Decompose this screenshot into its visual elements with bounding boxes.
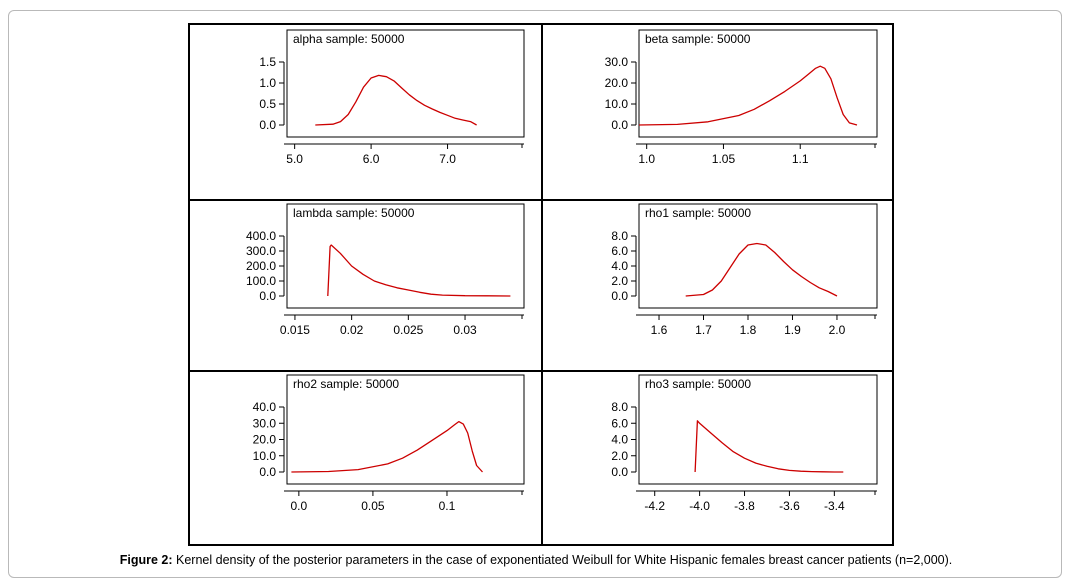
lambda-x-tick-label: 0.025 — [393, 323, 423, 337]
rho2-title: rho2 sample: 50000 — [293, 377, 399, 391]
caption-label: Figure 2: — [119, 553, 173, 567]
alpha-x-tick-label: 7.0 — [439, 152, 456, 166]
rho1-title: rho1 sample: 50000 — [645, 206, 751, 220]
rho3-y-tick-label: 6.0 — [611, 416, 628, 430]
rho1-x-tick-label: 2.0 — [829, 323, 846, 337]
lambda-density-curve — [327, 244, 511, 297]
lambda-y-tick-label: 400.0 — [246, 229, 276, 243]
rho1-y-tick-label: 8.0 — [611, 229, 628, 243]
row-divider-2 — [190, 370, 892, 372]
alpha-plot-box — [286, 29, 525, 138]
rho2-x-tick-label: 0.05 — [361, 499, 385, 513]
rho2-y-tick-label: 0.0 — [259, 465, 276, 479]
lambda-plot-box — [286, 203, 525, 309]
alpha-density-panel: alpha sample: 50000 0.0 0.5 1.0 1.5 5.0 6.0 7.0 — [259, 29, 525, 166]
beta-density-curve — [638, 65, 858, 126]
rho3-x-tick-label: -3.6 — [779, 499, 800, 513]
beta-y-tick-label: 10.0 — [605, 97, 629, 111]
figure-caption: Figure 2: Kernel density of the posterio… — [0, 553, 1072, 567]
rho3-title: rho3 sample: 50000 — [645, 377, 751, 391]
beta-y-tick-label: 0.0 — [611, 118, 628, 132]
rho2-plot-box — [286, 374, 525, 485]
beta-x-tick-label: 1.0 — [638, 152, 655, 166]
rho2-y-tick-label: 20.0 — [253, 433, 277, 447]
caption-text: Kernel density of the posterior paramete… — [176, 553, 953, 567]
rho2-x-tick-label: 0.0 — [291, 499, 308, 513]
lambda-y-tick-label: 300.0 — [246, 244, 276, 258]
rho3-x-tick-label: -4.2 — [644, 499, 665, 513]
beta-density-panel: beta sample: 50000 0.0 10.0 20.0 30.0 1.0 1.05… — [605, 29, 878, 166]
lambda-x-tick-label: 0.015 — [280, 323, 310, 337]
lambda-y-tick-label: 100.0 — [246, 274, 276, 288]
figure-grid — [188, 23, 894, 546]
row-divider-1 — [190, 199, 892, 201]
rho1-density-curve — [685, 242, 838, 297]
lambda-x-tick-label: 0.02 — [340, 323, 364, 337]
alpha-title: alpha sample: 50000 — [293, 32, 405, 46]
rho3-y-tick-label: 0.0 — [611, 465, 628, 479]
rho1-x-tick-label: 1.7 — [695, 323, 712, 337]
alpha-x-tick-label: 5.0 — [286, 152, 303, 166]
rho1-y-tick-label: 4.0 — [611, 259, 628, 273]
beta-x-tick-label: 1.05 — [712, 152, 736, 166]
rho1-x-tick-label: 1.8 — [740, 323, 757, 337]
rho1-y-tick-label: 6.0 — [611, 244, 628, 258]
rho2-density-curve — [291, 420, 483, 473]
beta-x-tick-label: 1.1 — [792, 152, 809, 166]
beta-y-tick-label: 20.0 — [605, 76, 629, 90]
lambda-density-panel: lambda sample: 50000 0.0100.0200.0300.040… — [246, 203, 525, 337]
lambda-y-tick-label: 200.0 — [246, 259, 276, 273]
alpha-y-tick-label: 1.0 — [259, 76, 276, 90]
alpha-x-tick-label: 6.0 — [363, 152, 380, 166]
rho3-y-tick-label: 4.0 — [611, 433, 628, 447]
lambda-y-tick-label: 0.0 — [259, 289, 276, 303]
rho2-density-panel: rho2 sample: 50000 0.0 10.0 20.0 30.0 40.0 0.0… — [253, 374, 525, 513]
figure-border — [8, 10, 1062, 578]
rho2-y-tick-label: 10.0 — [253, 449, 277, 463]
beta-title: beta sample: 50000 — [645, 32, 751, 46]
alpha-density-curve — [315, 74, 477, 126]
rho3-y-tick-label: 8.0 — [611, 400, 628, 414]
rho1-x-tick-label: 1.6 — [651, 323, 668, 337]
rho1-plot-box — [638, 203, 878, 309]
rho3-x-tick-label: -4.0 — [689, 499, 710, 513]
rho2-y-tick-label: 40.0 — [253, 400, 277, 414]
alpha-y-tick-label: 1.5 — [259, 55, 276, 69]
column-divider — [541, 25, 543, 544]
alpha-y-tick-label: 0.0 — [259, 118, 276, 132]
alpha-y-tick-label: 0.5 — [259, 97, 276, 111]
rho2-y-tick-label: 30.0 — [253, 416, 277, 430]
lambda-title: lambda sample: 50000 — [293, 206, 415, 220]
rho3-x-tick-label: -3.4 — [824, 499, 845, 513]
rho3-density-panel: rho3 sample: 50000 0.0 2.0 4.0 6.0 8.0 -4.2 -4.… — [611, 374, 878, 513]
rho3-density-curve — [694, 420, 844, 473]
rho2-x-tick-label: 0.1 — [439, 499, 456, 513]
rho3-y-tick-label: 2.0 — [611, 449, 628, 463]
rho3-x-tick-label: -3.8 — [734, 499, 755, 513]
lambda-x-tick-label: 0.03 — [453, 323, 477, 337]
beta-plot-box — [638, 29, 878, 138]
rho3-plot-box — [638, 374, 878, 485]
beta-y-tick-label: 30.0 — [605, 55, 629, 69]
rho1-y-tick-label: 0.0 — [611, 289, 628, 303]
rho1-y-tick-label: 2.0 — [611, 274, 628, 288]
rho1-x-tick-label: 1.9 — [784, 323, 801, 337]
